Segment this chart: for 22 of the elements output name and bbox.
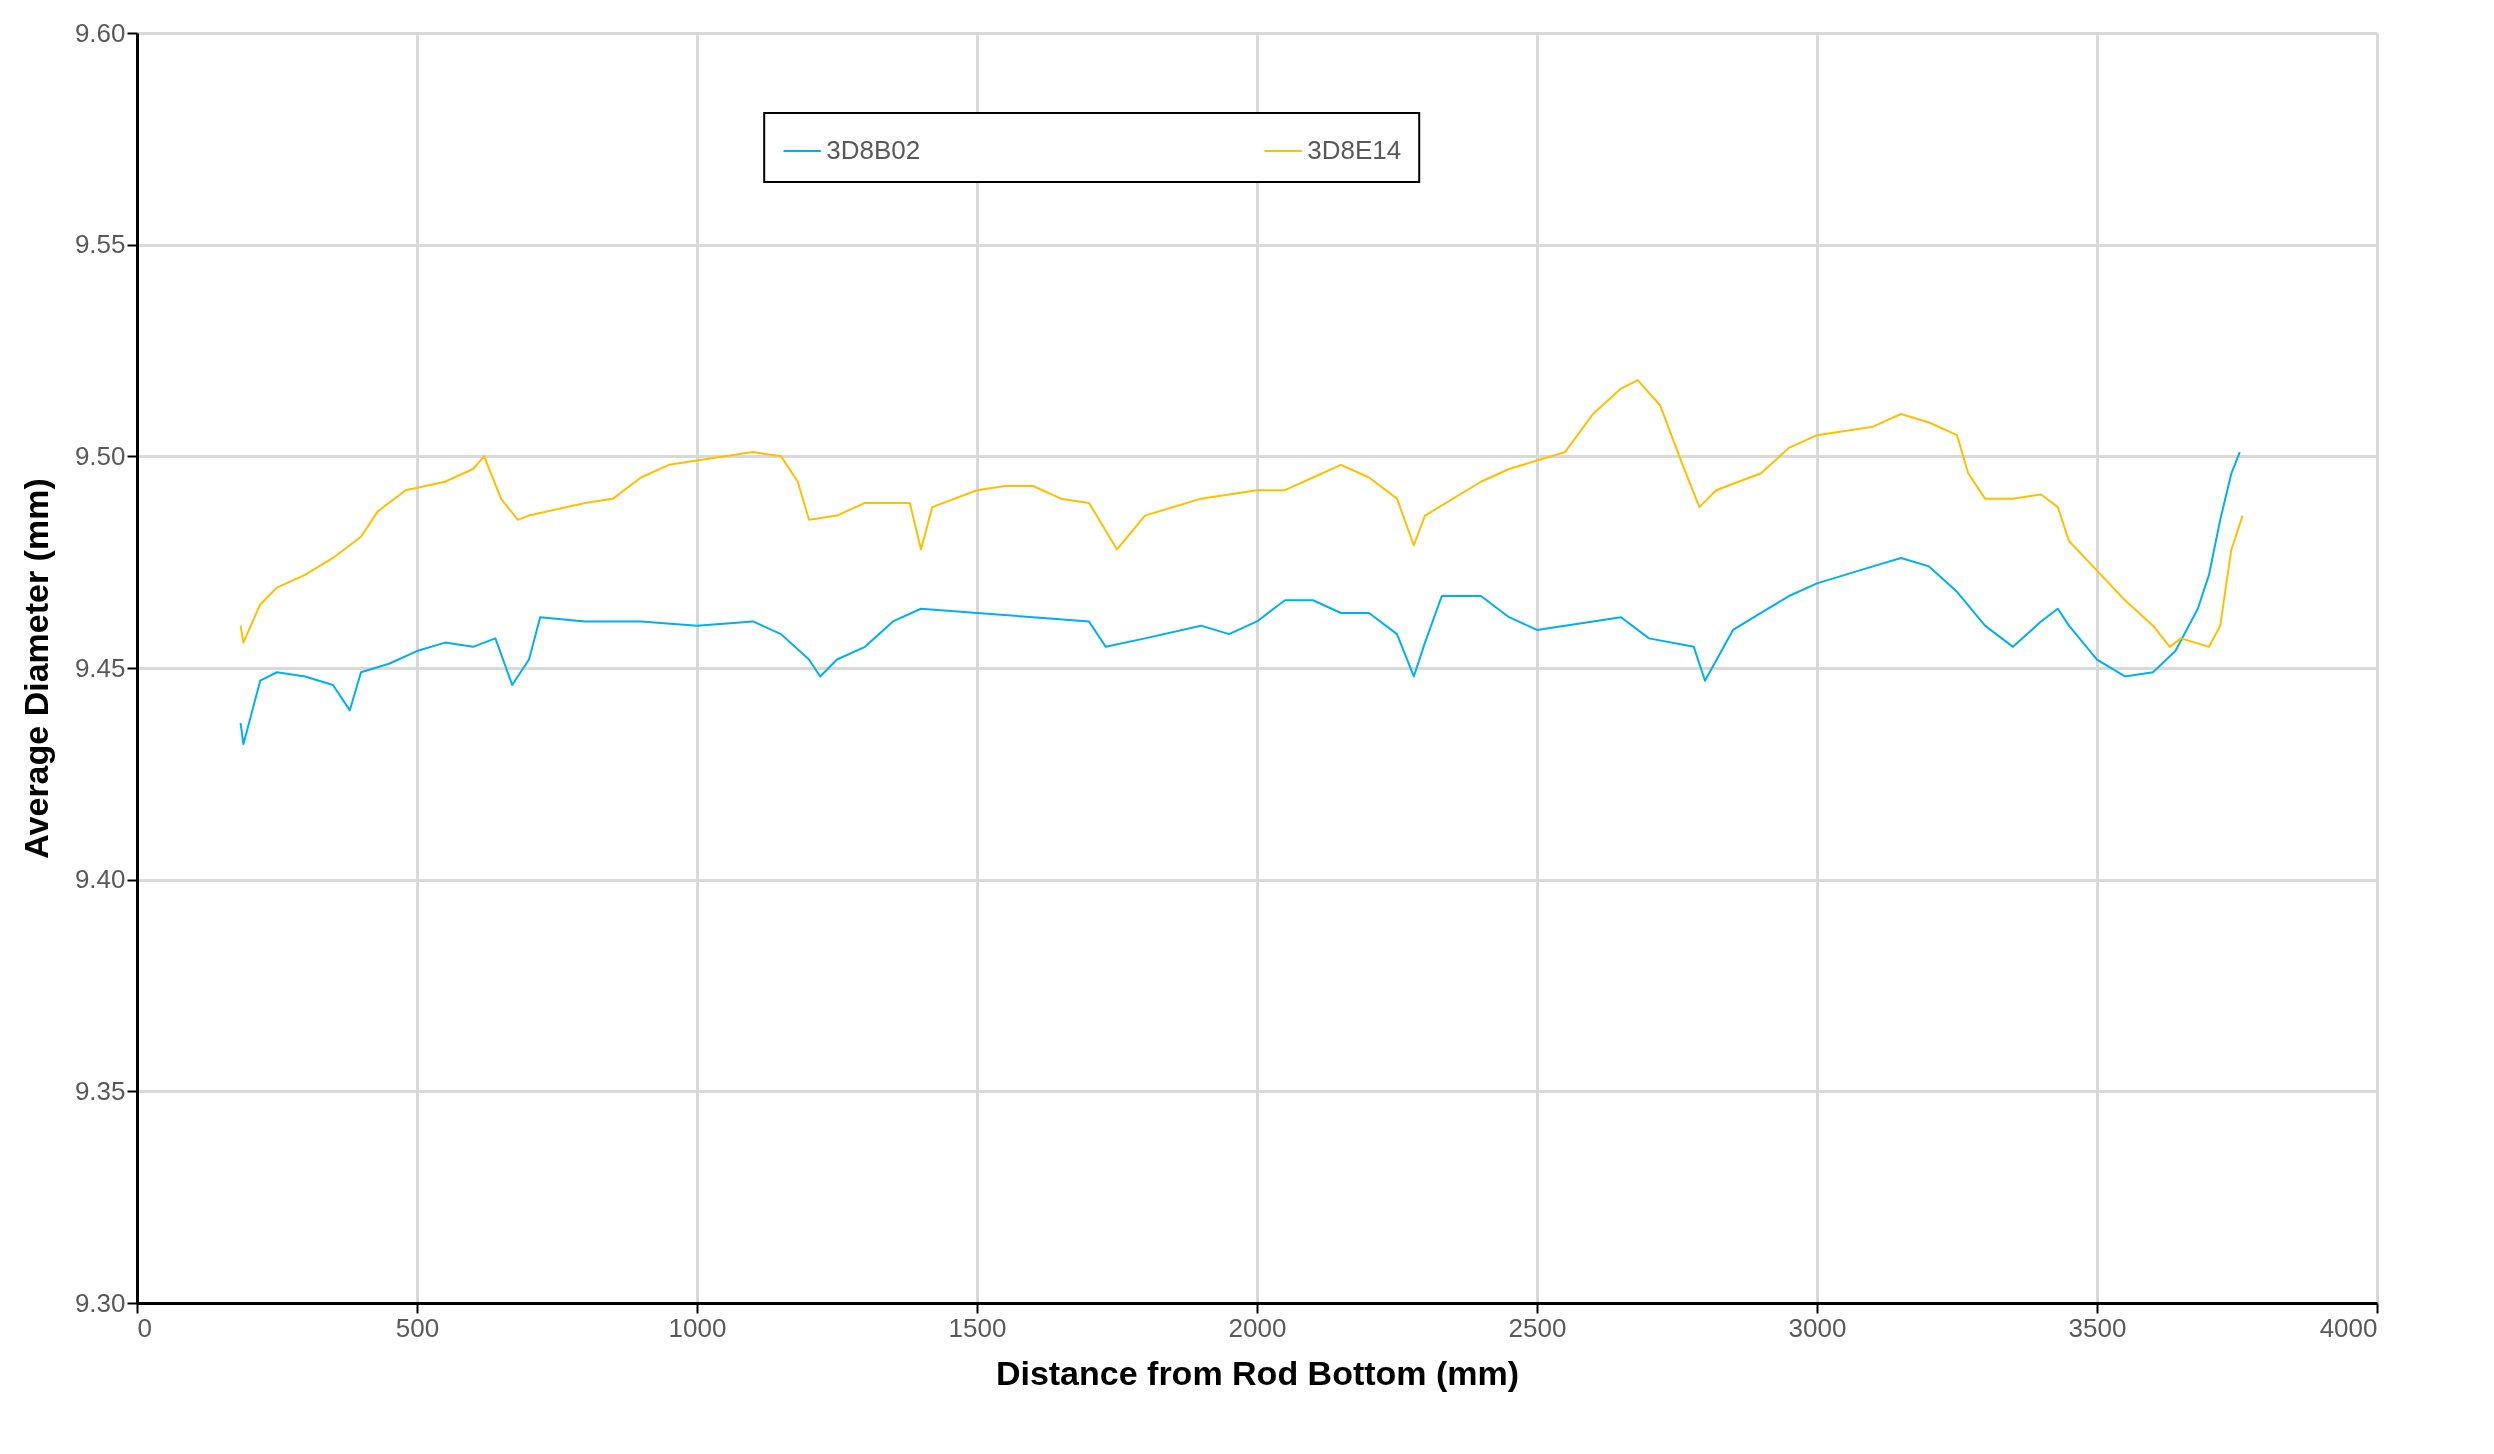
x-tick-label: 3500 [2068,1312,2127,1343]
x-tick-label: 4000 [2319,1312,2378,1343]
y-tick-label: 9.45 [74,652,126,683]
x-tick-label: 500 [395,1312,440,1343]
line-series [239,451,2241,746]
y-tick-label: 9.40 [74,864,126,895]
x-tick-label: 1000 [668,1312,727,1343]
x-tick-label: 2500 [1508,1312,1567,1343]
legend-label: 3D8B02 [826,135,921,165]
y-tick-label: 9.50 [74,440,126,471]
y-tick-label: 9.30 [74,1287,126,1318]
line-series [239,379,2244,648]
x-tick-label: 0 [137,1312,152,1343]
x-tick-label: 3000 [1788,1312,1847,1343]
y-tick-label: 9.55 [74,229,126,260]
y-tick-label: 9.60 [74,17,126,48]
x-axis-title: Distance from Rod Bottom (mm) [995,1353,1520,1392]
x-tick-label: 2000 [1228,1312,1287,1343]
legend-label: 3D8E14 [1307,135,1402,165]
x-tick-label: 1500 [948,1312,1007,1343]
y-axis-title: Average Diameter (mm) [16,478,55,859]
y-tick-label: 9.35 [74,1075,126,1106]
